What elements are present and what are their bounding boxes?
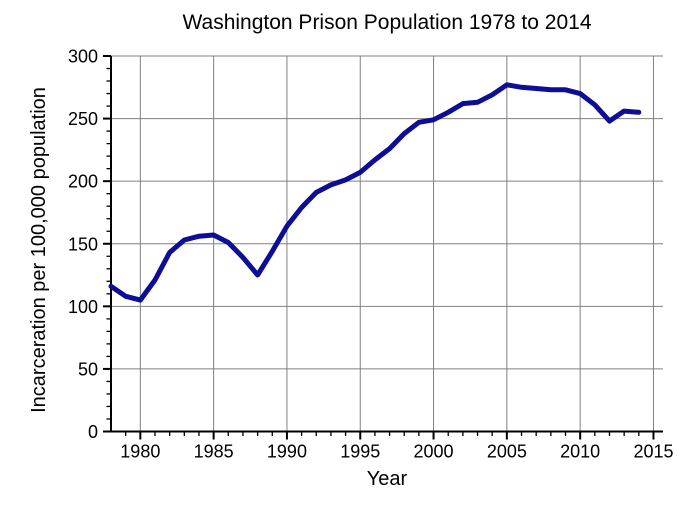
x-tick-label: 2015 <box>633 442 673 462</box>
y-tick-label: 300 <box>68 47 98 67</box>
x-tick-label: 1995 <box>340 442 380 462</box>
x-tick-labels: 1980 1985 1990 1995 2000 2005 2010 2015 <box>120 442 673 462</box>
y-axis-label: Incarceration per 100,000 population <box>28 87 50 413</box>
axis-ticks <box>103 55 655 440</box>
gridlines <box>111 55 663 432</box>
y-tick-label: 150 <box>68 234 98 254</box>
x-tick-label: 1990 <box>267 442 307 462</box>
x-tick-label: 1985 <box>194 442 234 462</box>
y-tick-label: 0 <box>88 422 98 442</box>
y-tick-label: 250 <box>68 109 98 129</box>
chart-title: Washington Prison Population 1978 to 201… <box>182 11 591 34</box>
y-tick-label: 100 <box>68 297 98 317</box>
data-line <box>108 82 642 303</box>
x-tick-label: 1980 <box>120 442 160 462</box>
y-tick-label: 200 <box>68 172 98 192</box>
x-tick-label: 2005 <box>487 442 527 462</box>
x-tick-label: 2010 <box>560 442 600 462</box>
y-tick-labels: 0 50 100 150 200 250 300 <box>68 47 98 443</box>
x-tick-label: 2000 <box>414 442 454 462</box>
x-axis-label: Year <box>367 468 408 490</box>
y-tick-label: 50 <box>78 359 98 379</box>
axes <box>110 56 663 433</box>
